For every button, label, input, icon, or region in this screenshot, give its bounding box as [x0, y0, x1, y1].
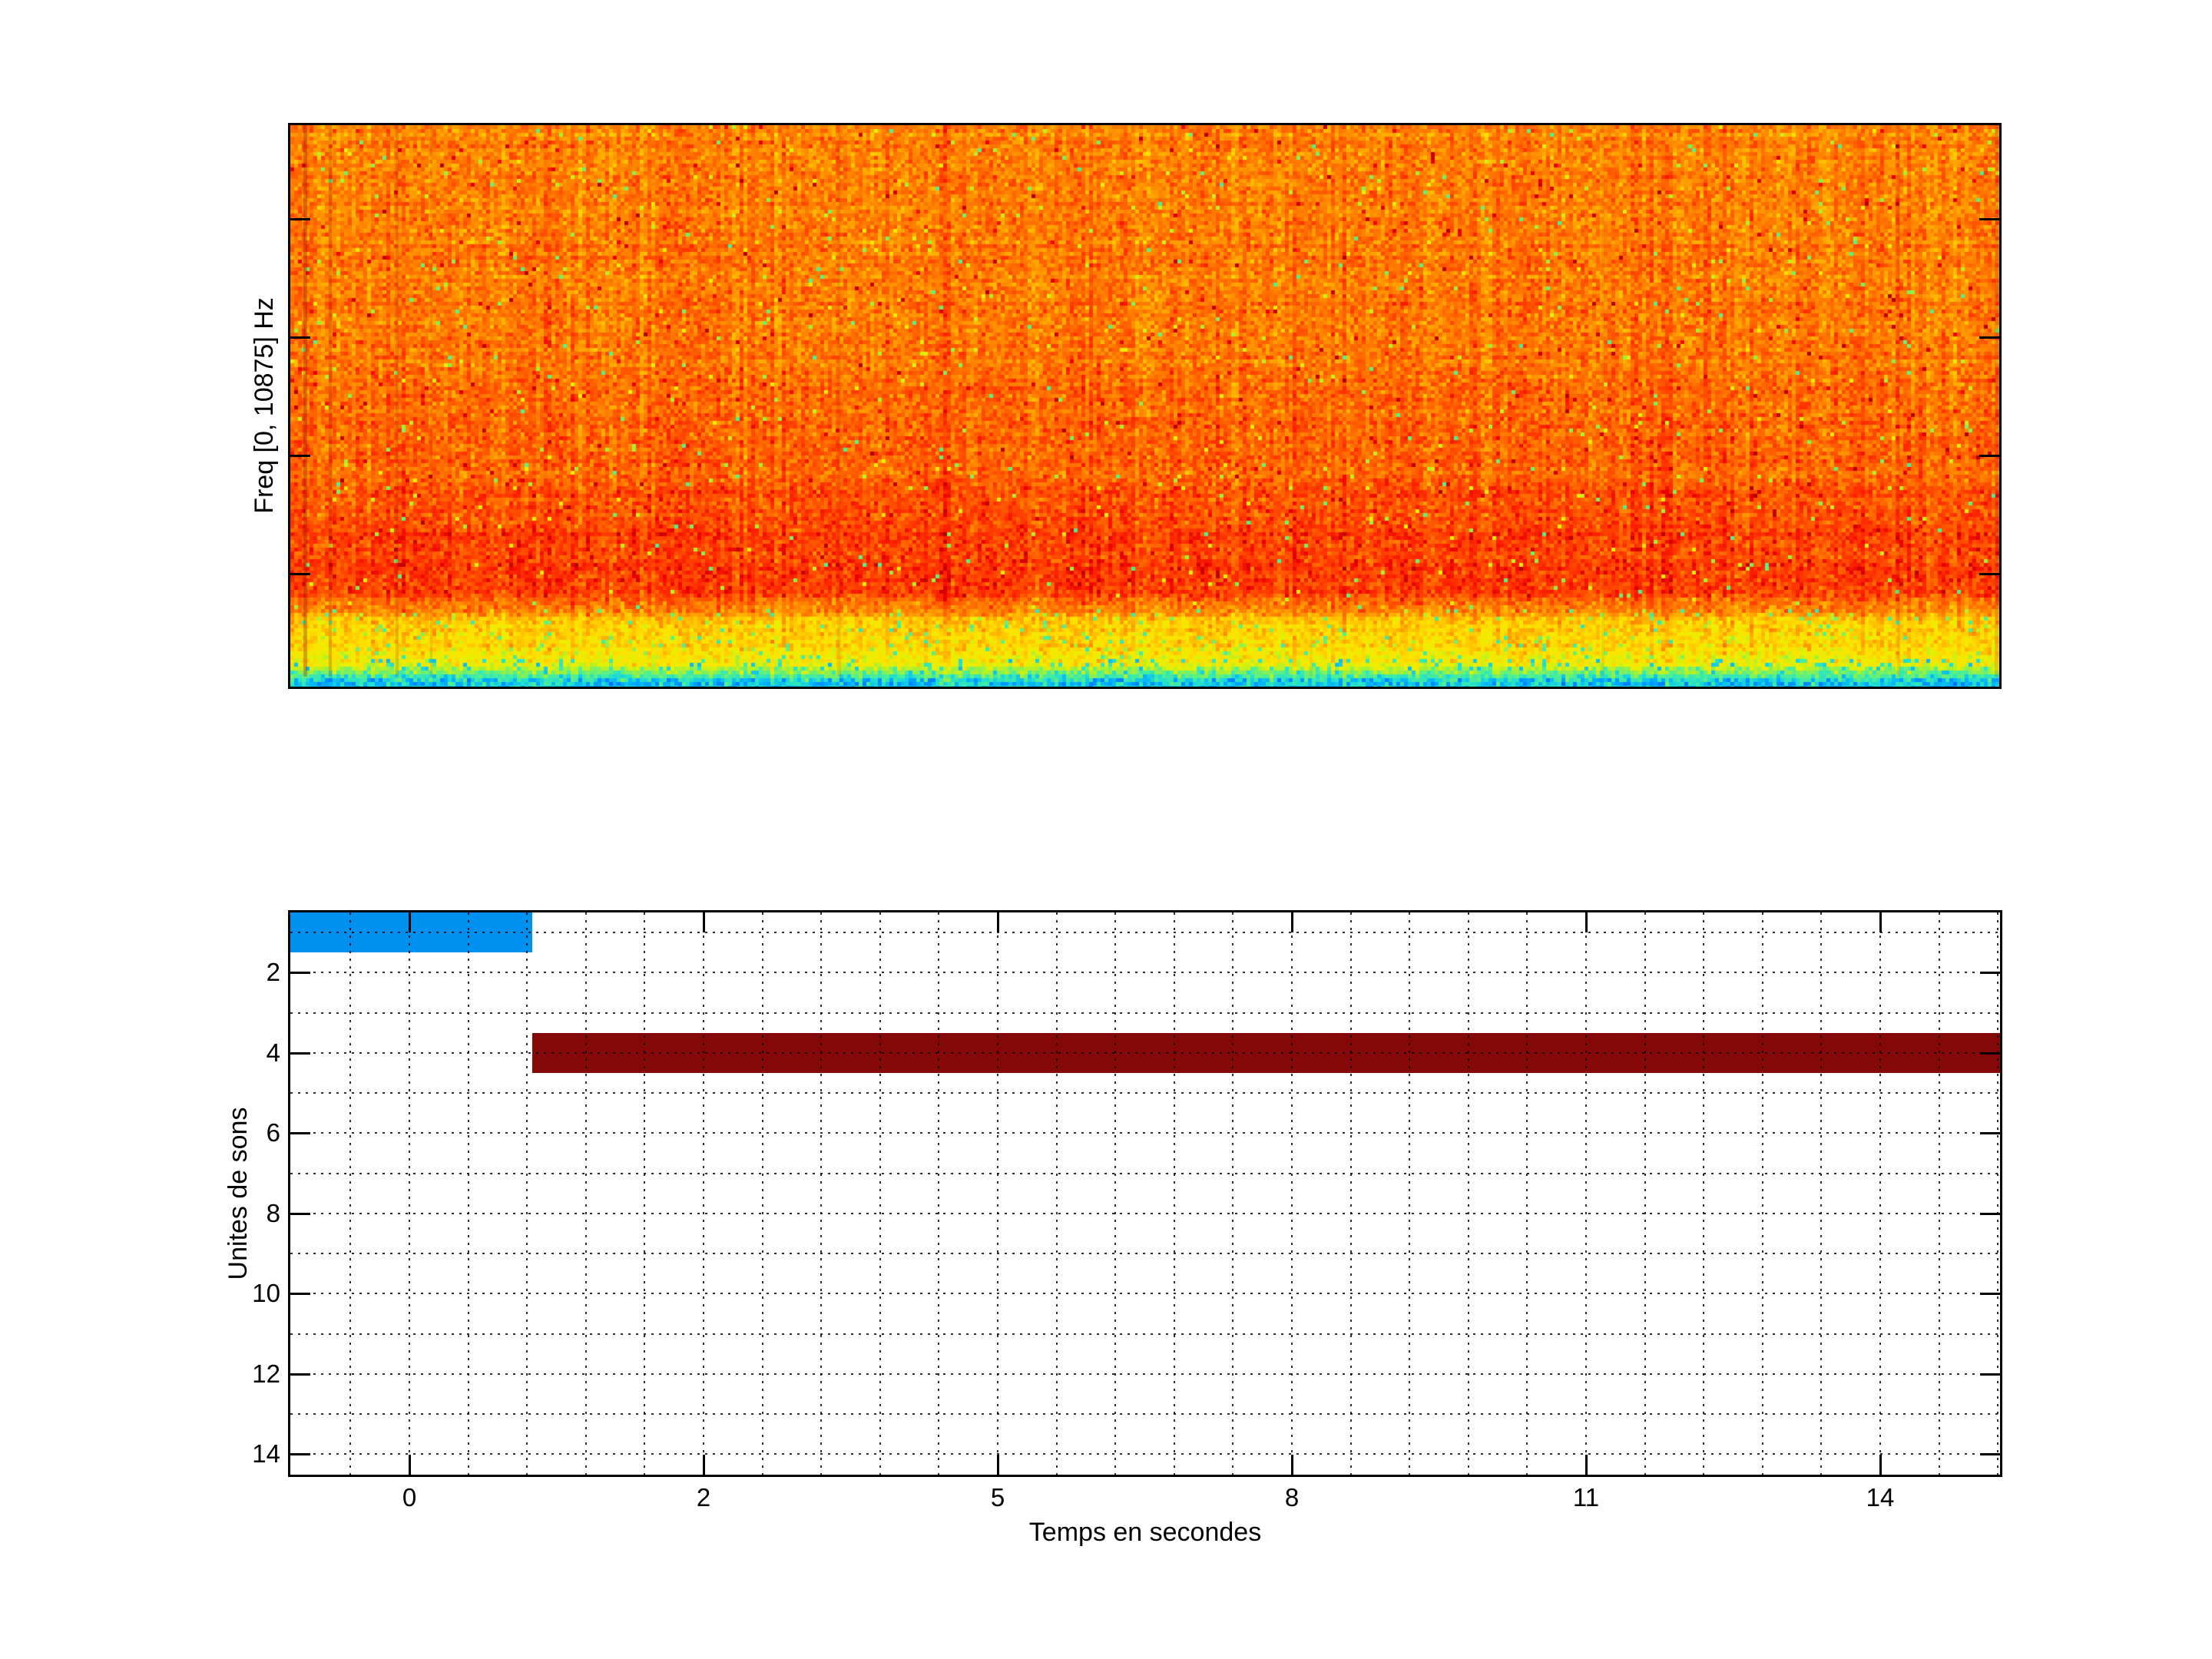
x-gridline: [1938, 912, 1940, 1475]
x-tick: [1585, 912, 1588, 932]
y-gridline: [290, 1373, 2000, 1375]
y-gridline: [290, 1132, 2000, 1134]
x-tick-label: 2: [696, 1483, 711, 1512]
x-tick-label: 5: [990, 1483, 1005, 1512]
y-tick: [1980, 1212, 2000, 1215]
x-tick: [1879, 1455, 1882, 1475]
y-gridline: [290, 1051, 2000, 1054]
spectrogram-y-tick: [1979, 336, 1999, 339]
y-tick-label: 6: [266, 1118, 280, 1147]
y-gridline: [290, 1453, 2000, 1455]
x-gridline: [349, 912, 352, 1475]
x-tick: [703, 912, 705, 932]
y-tick: [1980, 1453, 2000, 1456]
y-tick-label: 10: [252, 1279, 280, 1308]
timeline-plot-area: [290, 912, 2000, 1475]
y-gridline: [290, 1012, 2000, 1014]
y-gridline: [290, 1212, 2000, 1214]
x-gridline: [1997, 912, 1999, 1475]
x-tick: [1879, 912, 1882, 932]
y-tick: [290, 1453, 310, 1456]
spectrogram-y-tick: [290, 336, 310, 339]
y-gridline: [290, 1333, 2000, 1335]
x-tick: [997, 1455, 999, 1475]
y-gridline: [290, 1172, 2000, 1174]
x-gridline: [1232, 912, 1234, 1475]
y-tick-label: 8: [266, 1198, 280, 1227]
y-tick-label: 2: [266, 958, 280, 987]
spectrogram-axes: [288, 123, 2002, 689]
x-gridline: [1467, 912, 1469, 1475]
y-gridline: [290, 1413, 2000, 1416]
spectrogram-y-tick: [290, 218, 310, 220]
x-gridline: [1820, 912, 1823, 1475]
x-gridline: [1644, 912, 1646, 1475]
spectrogram-y-tick: [1979, 218, 1999, 220]
x-gridline: [526, 912, 528, 1475]
y-tick: [1980, 1293, 2000, 1296]
x-tick: [1291, 1455, 1293, 1475]
x-tick: [409, 1455, 411, 1475]
timeline-xlabel: Temps en secondes: [1028, 1518, 1262, 1547]
x-tick: [703, 1455, 705, 1475]
x-tick-label: 0: [402, 1483, 417, 1512]
x-gridline: [1114, 912, 1117, 1475]
x-gridline: [1291, 912, 1293, 1475]
y-tick: [290, 1373, 310, 1376]
x-gridline: [1409, 912, 1411, 1475]
x-gridline: [1761, 912, 1763, 1475]
x-gridline: [1349, 912, 1352, 1475]
spectrogram-y-tick: [290, 455, 310, 457]
x-gridline: [879, 912, 881, 1475]
x-gridline: [1526, 912, 1528, 1475]
x-gridline: [1055, 912, 1058, 1475]
x-gridline: [820, 912, 823, 1475]
y-gridline: [290, 932, 2000, 934]
x-tick: [409, 912, 411, 932]
y-gridline: [290, 972, 2000, 974]
y-tick: [290, 1132, 310, 1135]
x-gridline: [1173, 912, 1175, 1475]
x-tick-label: 11: [1572, 1483, 1600, 1512]
x-tick: [1585, 1455, 1588, 1475]
x-gridline: [1703, 912, 1705, 1475]
x-gridline: [1585, 912, 1587, 1475]
spectrogram-y-tick: [1979, 455, 1999, 457]
x-gridline: [467, 912, 469, 1475]
spectrogram-plot-area: [290, 125, 1999, 687]
y-tick: [1980, 1373, 2000, 1376]
timeline-axes: [288, 910, 2002, 1477]
x-tick: [997, 912, 999, 932]
x-tick: [1291, 912, 1293, 932]
y-tick-label: 14: [252, 1439, 280, 1469]
y-tick: [1980, 1132, 2000, 1135]
spectrogram-canvas: [290, 125, 1999, 687]
x-gridline: [644, 912, 646, 1475]
spectrogram-ylabel: Freq [0, 10875] Hz: [250, 297, 279, 514]
y-tick: [290, 1051, 310, 1055]
x-tick-label: 8: [1284, 1483, 1300, 1512]
y-tick-label: 4: [266, 1038, 280, 1067]
x-gridline: [761, 912, 763, 1475]
y-tick: [290, 972, 310, 975]
x-tick-label: 14: [1866, 1483, 1895, 1512]
y-gridline: [290, 1092, 2000, 1094]
x-gridline: [997, 912, 998, 1475]
y-tick: [290, 1293, 310, 1296]
spectrogram-y-tick: [290, 573, 310, 575]
y-gridline: [290, 1293, 2000, 1295]
x-gridline: [703, 912, 704, 1475]
x-gridline: [1879, 912, 1881, 1475]
x-gridline: [409, 912, 410, 1475]
y-tick-label: 12: [252, 1359, 280, 1388]
y-tick: [1980, 972, 2000, 975]
x-gridline: [584, 912, 587, 1475]
x-gridline: [938, 912, 940, 1475]
spectrogram-y-tick: [1979, 573, 1999, 575]
y-tick: [1980, 1051, 2000, 1055]
y-gridline: [290, 1253, 2000, 1255]
y-tick: [290, 1212, 310, 1215]
